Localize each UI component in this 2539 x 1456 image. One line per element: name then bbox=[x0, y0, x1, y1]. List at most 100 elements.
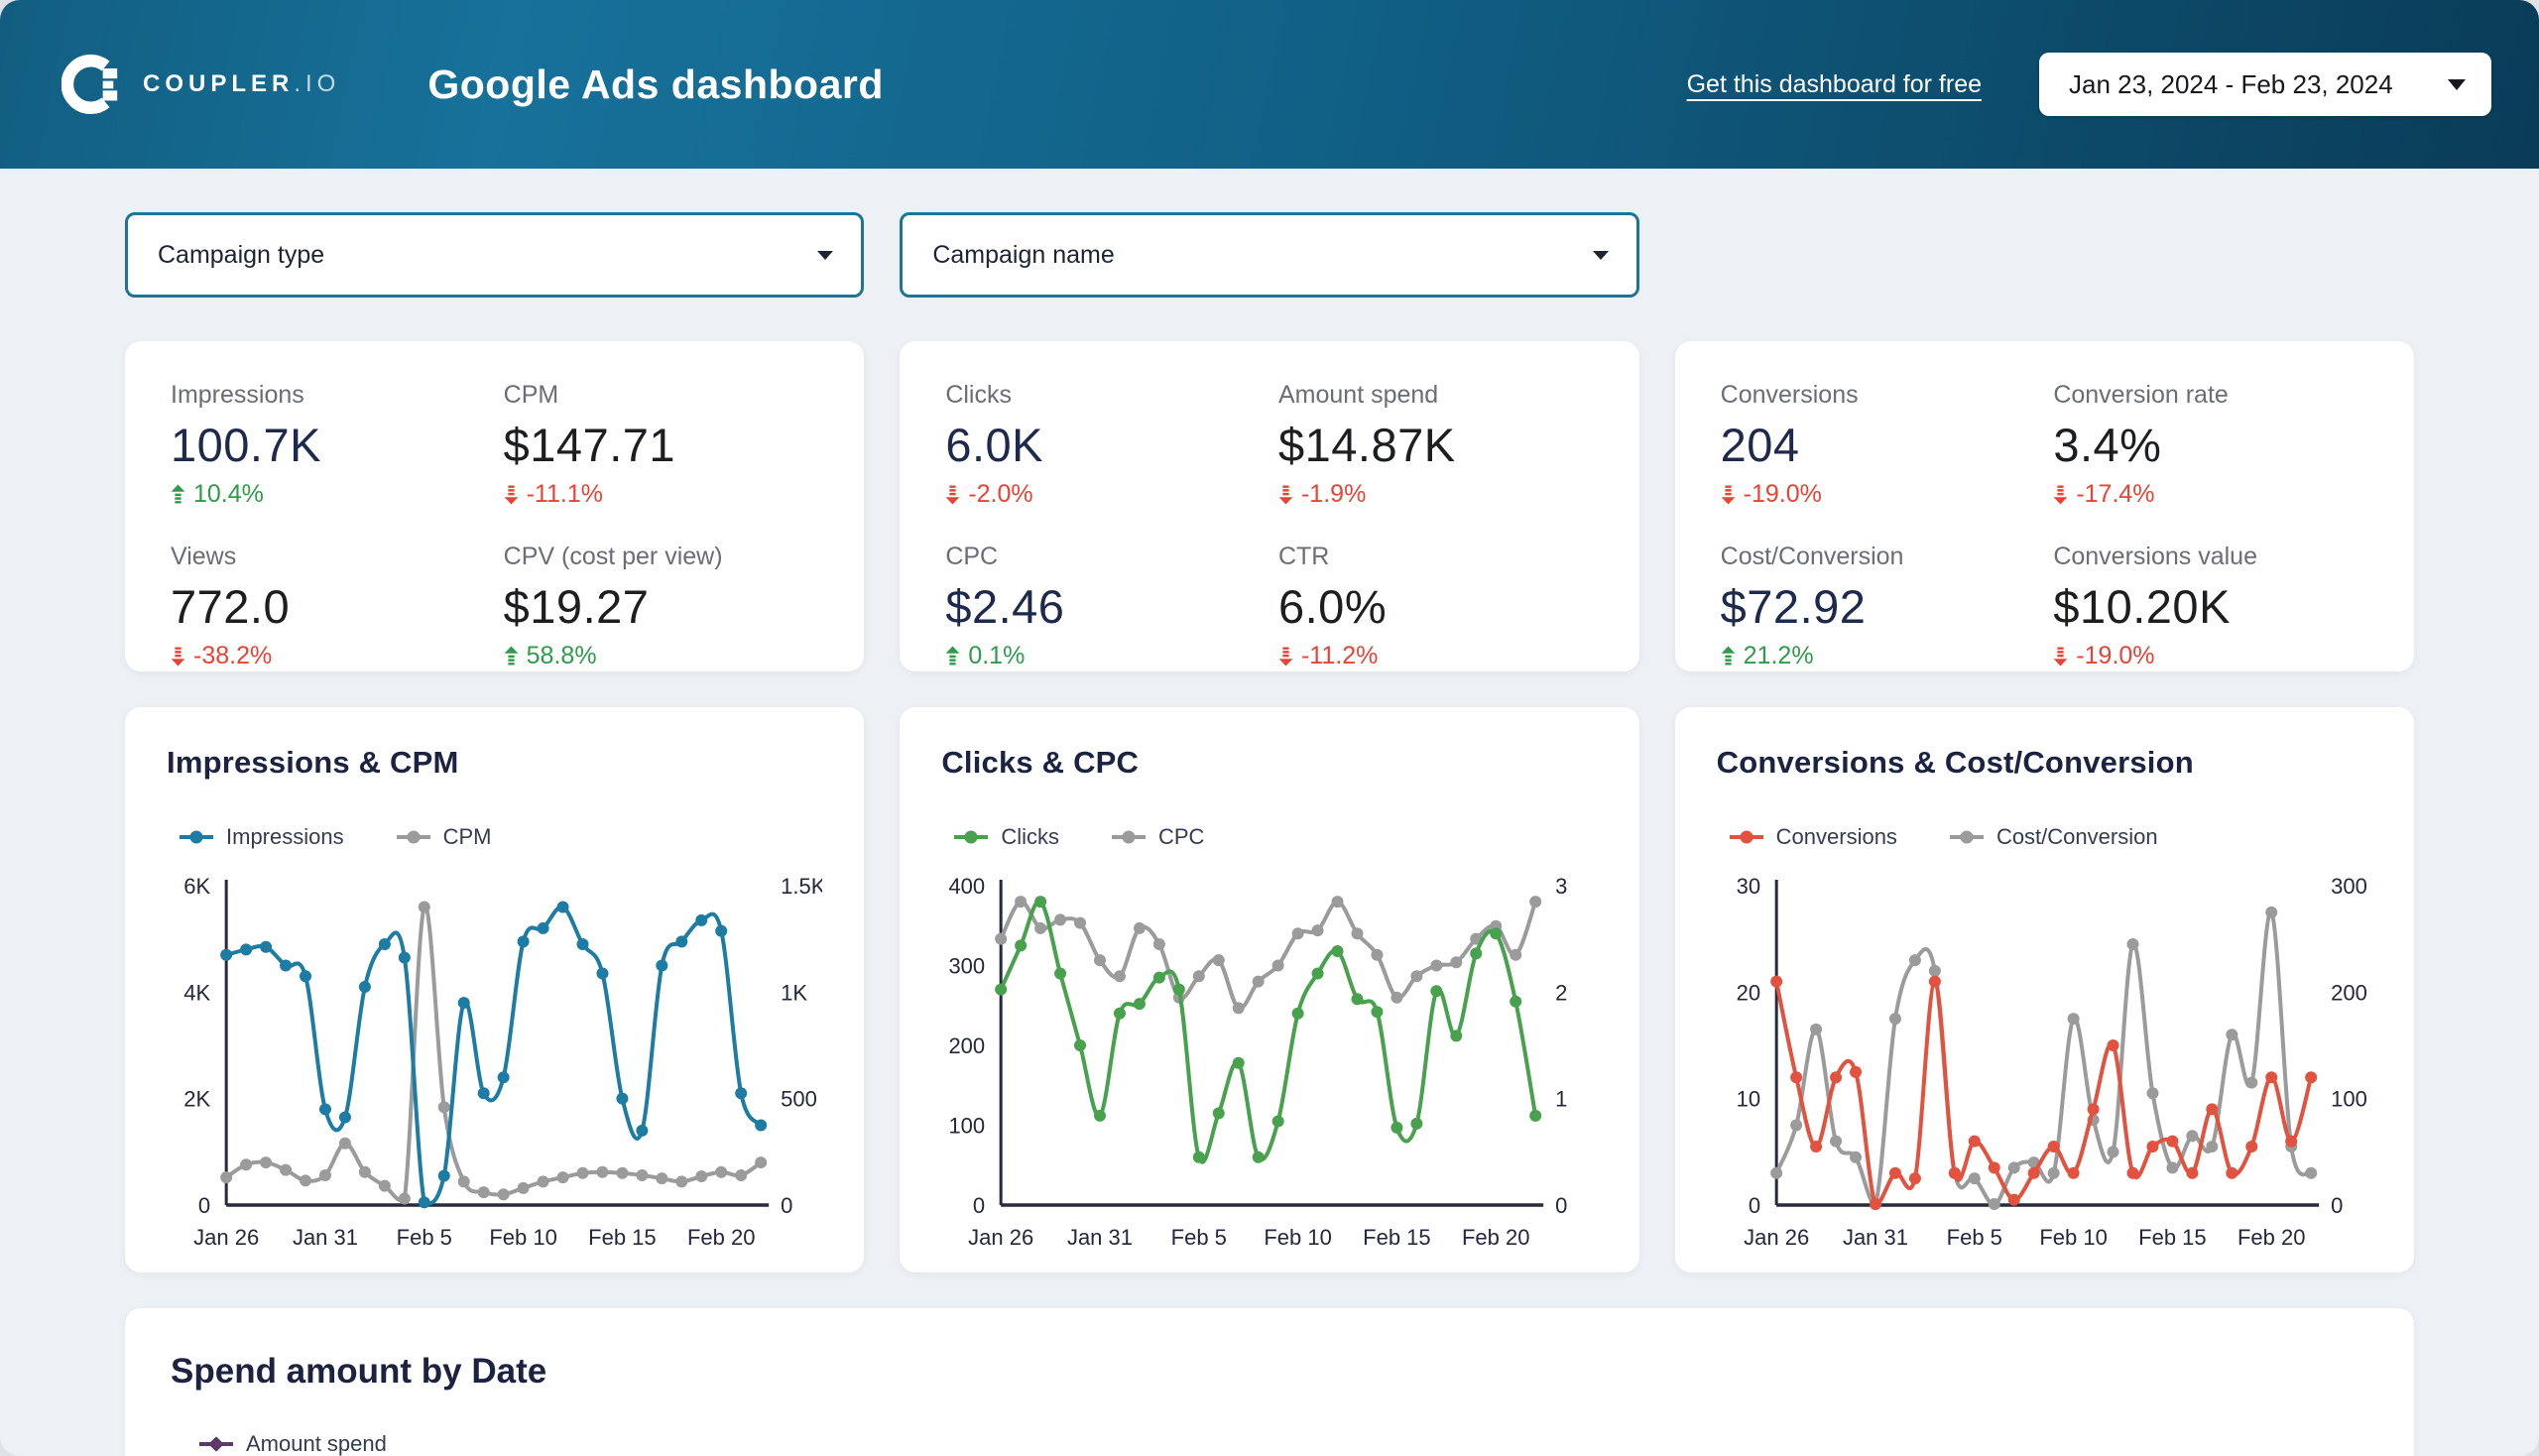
kpi-label: Amount spend bbox=[1277, 381, 1439, 409]
coupler-logo-icon bbox=[61, 54, 118, 115]
svg-text:100: 100 bbox=[949, 1114, 986, 1139]
svg-text:Feb 15: Feb 15 bbox=[588, 1225, 657, 1250]
svg-text:400: 400 bbox=[949, 874, 986, 899]
kpi-delta: 10.4% bbox=[171, 480, 486, 509]
svg-text:200: 200 bbox=[949, 1033, 986, 1058]
trend-arrow-icon bbox=[945, 484, 960, 505]
chart-title: Clicks & CPC bbox=[941, 745, 1140, 780]
svg-text:0: 0 bbox=[781, 1193, 792, 1218]
svg-text:Feb 10: Feb 10 bbox=[1265, 1225, 1333, 1250]
svg-text:Feb 5: Feb 5 bbox=[1946, 1225, 2001, 1250]
svg-text:30: 30 bbox=[1736, 874, 1759, 899]
kpi-metric-conversions: Conversions 204 -19.0% bbox=[1721, 381, 2036, 509]
svg-text:4K: 4K bbox=[183, 980, 210, 1005]
svg-text:300: 300 bbox=[2331, 874, 2367, 899]
chart-title: Spend amount by Date bbox=[171, 1352, 547, 1391]
clicks-cpc-line-chart[interactable]: 0 100 200 300 400 0 1 2 3 Jan 26 Jan 31 Feb 5 Feb 10… bbox=[941, 868, 1597, 1265]
svg-text:100: 100 bbox=[2331, 1087, 2367, 1112]
svg-text:Feb 20: Feb 20 bbox=[687, 1225, 756, 1250]
legend-item-amount-spend: Amount spend bbox=[198, 1431, 387, 1456]
kpi-value: $19.27 bbox=[503, 580, 650, 633]
kpi-metric-clicks: Clicks 6.0K -2.0% bbox=[945, 381, 1261, 509]
svg-text:500: 500 bbox=[781, 1087, 817, 1112]
trend-arrow-icon bbox=[1721, 646, 1736, 667]
svg-text:Jan 26: Jan 26 bbox=[1744, 1225, 1809, 1250]
trend-arrow-icon bbox=[1278, 646, 1293, 667]
trend-arrow-icon bbox=[2053, 646, 2068, 667]
filters-row: Campaign type Campaign name bbox=[0, 212, 2539, 298]
legend-marker-icon bbox=[953, 824, 989, 850]
filter-label: Campaign type bbox=[158, 240, 325, 269]
chart-card-conversions-cost: Conversions & Cost/Conversion Conversion… bbox=[1674, 707, 2414, 1273]
svg-text:10: 10 bbox=[1736, 1087, 1759, 1112]
legend-item-cost-conversion: Cost/Conversion bbox=[1949, 824, 2158, 850]
kpi-value: $10.20K bbox=[2053, 580, 2231, 633]
svg-text:300: 300 bbox=[949, 954, 986, 979]
trend-arrow-icon bbox=[171, 646, 185, 667]
svg-text:Feb 20: Feb 20 bbox=[1462, 1225, 1530, 1250]
trend-arrow-icon bbox=[1278, 484, 1293, 505]
kpi-label: Clicks bbox=[945, 381, 1012, 409]
svg-text:1.5K: 1.5K bbox=[781, 874, 822, 899]
kpi-label: CPM bbox=[503, 381, 559, 409]
kpi-delta: -19.0% bbox=[2053, 642, 2368, 670]
svg-text:2: 2 bbox=[1555, 980, 1567, 1005]
header: COUPLER.IO Google Ads dashboard Get this… bbox=[0, 0, 2539, 169]
legend-item-impressions: Impressions bbox=[179, 824, 344, 850]
trend-arrow-icon bbox=[945, 646, 960, 667]
svg-text:0: 0 bbox=[1555, 1193, 1567, 1218]
kpi-label: CPC bbox=[945, 543, 999, 570]
kpi-label: Conversions bbox=[1720, 381, 1859, 409]
kpi-label: Conversion rate bbox=[2053, 381, 2229, 409]
kpi-value: 204 bbox=[1720, 419, 1800, 471]
kpi-delta: 0.1% bbox=[945, 642, 1261, 670]
kpi-delta: -11.1% bbox=[504, 480, 819, 509]
kpi-delta: -17.4% bbox=[2053, 480, 2368, 509]
chart-card-spend-by-date: Spend amount by Date Amount spend bbox=[125, 1308, 2414, 1456]
legend-marker-icon bbox=[179, 824, 214, 850]
kpi-metric-amount-spend: Amount spend $14.87K -1.9% bbox=[1278, 381, 1594, 509]
svg-text:200: 200 bbox=[2331, 980, 2367, 1005]
chevron-down-icon bbox=[1592, 250, 1609, 260]
chart-legend: Amount spend bbox=[198, 1431, 2368, 1456]
charts-row: Impressions & CPM Impressions CPM 0 2K 4K 6K… bbox=[0, 707, 2539, 1273]
kpi-metric-cpm: CPM $147.71 -11.1% bbox=[504, 381, 819, 509]
page-title: Google Ads dashboard bbox=[427, 61, 884, 107]
get-dashboard-link[interactable]: Get this dashboard for free bbox=[1686, 69, 1982, 98]
date-range-selector[interactable]: Jan 23, 2024 - Feb 23, 2024 bbox=[2039, 53, 2491, 116]
kpi-value: $147.71 bbox=[503, 419, 676, 471]
kpi-label: Cost/Conversion bbox=[1720, 543, 1904, 570]
kpi-metric-cpc: CPC $2.46 0.1% bbox=[945, 543, 1261, 670]
svg-text:0: 0 bbox=[198, 1193, 210, 1218]
filter-label: Campaign name bbox=[932, 240, 1115, 269]
svg-text:Feb 5: Feb 5 bbox=[1171, 1225, 1227, 1250]
kpi-metric-ctr: CTR 6.0% -11.2% bbox=[1278, 543, 1594, 670]
trend-arrow-icon bbox=[504, 484, 519, 505]
svg-text:0: 0 bbox=[1749, 1193, 1760, 1218]
kpi-label: Views bbox=[171, 543, 237, 570]
campaign-type-filter[interactable]: Campaign type bbox=[125, 212, 865, 298]
kpi-row: Impressions 100.7K 10.4% CPM $147.71 -11… bbox=[0, 341, 2539, 671]
chevron-down-icon bbox=[2448, 78, 2466, 90]
coupler-logo[interactable]: COUPLER.IO bbox=[61, 54, 340, 115]
chevron-down-icon bbox=[817, 250, 834, 260]
kpi-delta: -38.2% bbox=[171, 642, 486, 670]
kpi-value: 100.7K bbox=[171, 419, 321, 471]
svg-text:Feb 10: Feb 10 bbox=[489, 1225, 557, 1250]
brand-text: COUPLER.IO bbox=[143, 70, 341, 97]
impressions-cpm-line-chart[interactable]: 0 2K 4K 6K 0 500 1K 1.5K Jan 26 Jan 31 Feb 5 Feb 10… bbox=[167, 868, 822, 1265]
svg-text:2K: 2K bbox=[183, 1087, 210, 1112]
kpi-value: 3.4% bbox=[2053, 419, 2162, 471]
kpi-metric-conversion-rate: Conversion rate 3.4% -17.4% bbox=[2053, 381, 2368, 509]
kpi-metric-impressions: Impressions 100.7K 10.4% bbox=[171, 381, 486, 509]
legend-item-cpc: CPC bbox=[1111, 824, 1204, 850]
legend-item-clicks: Clicks bbox=[953, 824, 1059, 850]
date-range-value: Jan 23, 2024 - Feb 23, 2024 bbox=[2069, 68, 2393, 99]
campaign-name-filter[interactable]: Campaign name bbox=[900, 212, 1639, 298]
kpi-card-impressions: Impressions 100.7K 10.4% CPM $147.71 -11… bbox=[125, 341, 865, 671]
trend-arrow-icon bbox=[2053, 484, 2068, 505]
legend-marker-icon bbox=[1729, 824, 1764, 850]
legend-marker-icon bbox=[1949, 824, 1985, 850]
